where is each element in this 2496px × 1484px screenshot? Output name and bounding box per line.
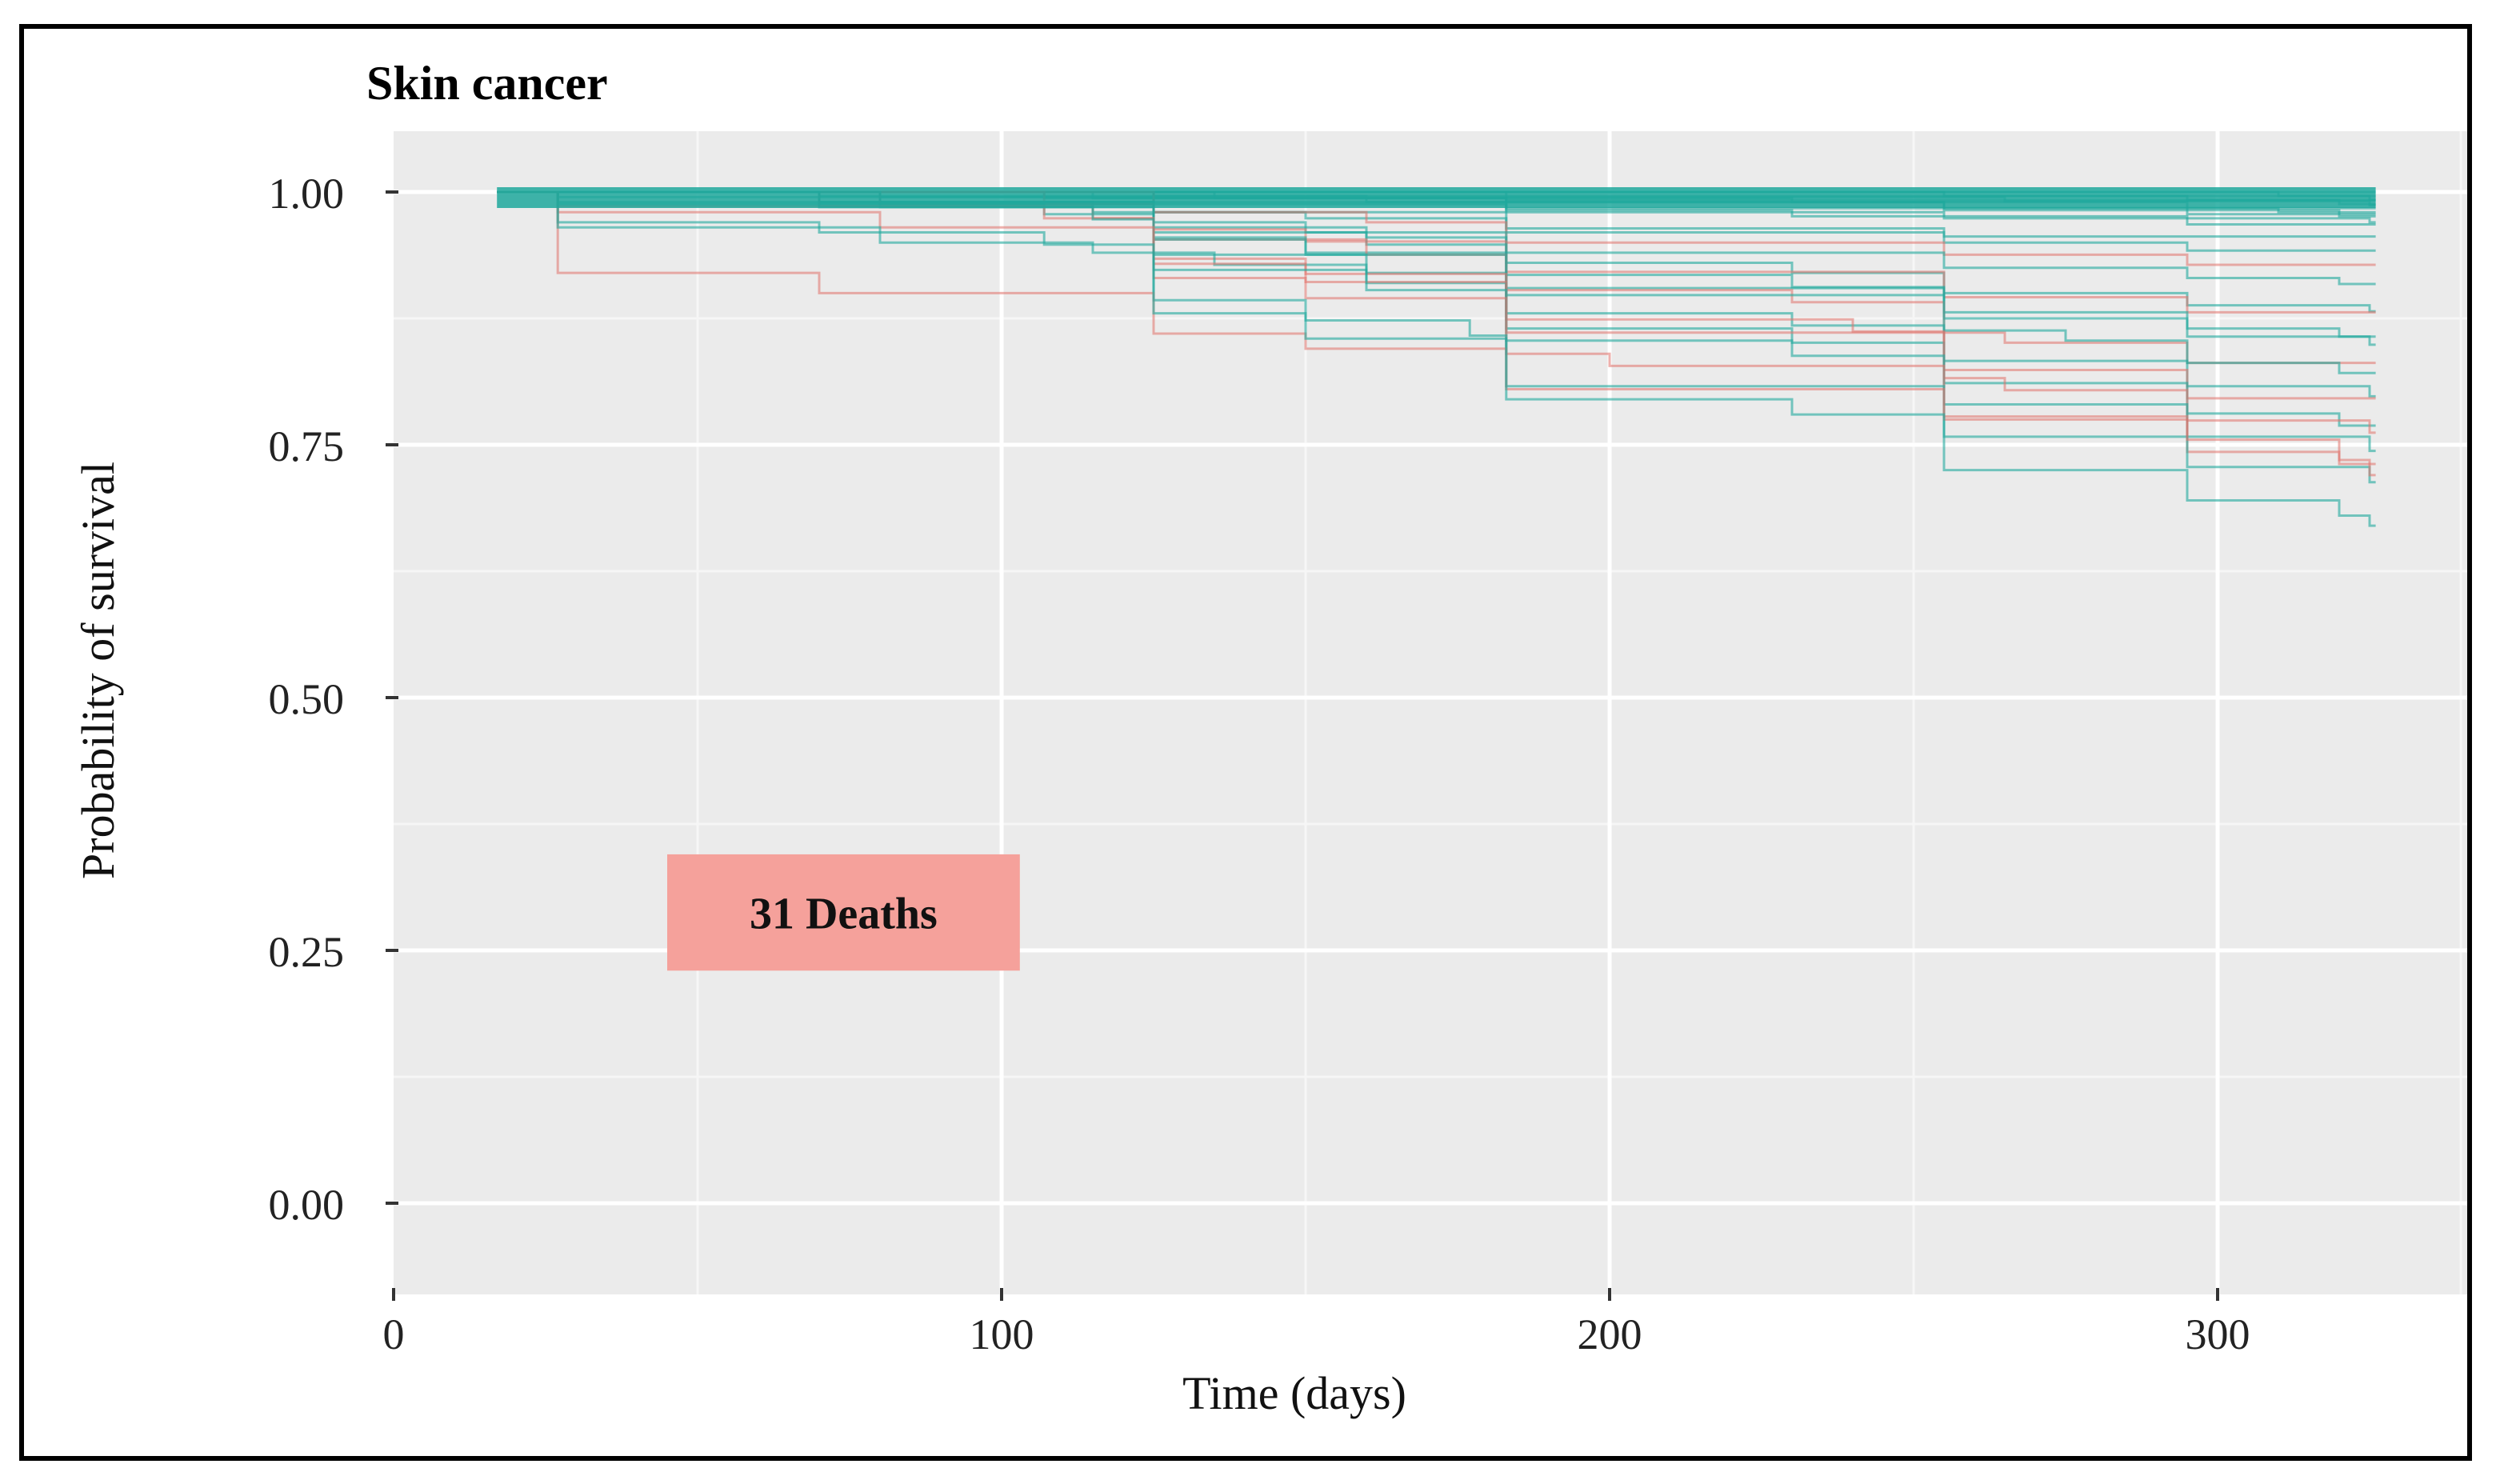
- x-axis-title: Time (days): [1182, 1367, 1406, 1419]
- y-tick-label: 0.00: [269, 1181, 345, 1229]
- y-tick-label: 0.75: [269, 422, 345, 470]
- x-tick-label: 0: [383, 1310, 405, 1358]
- figure-frame: Skin cancer 31 Deaths 0.00 0.25 0.50 0.75 1.…: [19, 24, 2472, 1461]
- survival-band-top: [497, 187, 2376, 208]
- x-tick-label: 300: [2186, 1310, 2250, 1358]
- y-tick-label: 1.00: [269, 170, 345, 218]
- deaths-annotation-box: [667, 854, 1020, 971]
- y-axis-ticks: 0.00 0.25 0.50 0.75 1.00: [269, 170, 398, 1229]
- x-axis-ticks: 0 100 200 300: [383, 1288, 2250, 1358]
- survival-curves: [497, 187, 2376, 527]
- plot-panel: [394, 131, 2467, 1294]
- y-tick-label: 0.50: [269, 675, 345, 723]
- y-tick-label: 0.25: [269, 928, 345, 976]
- chart-title: Skin cancer: [366, 57, 608, 110]
- survival-chart: Skin cancer 31 Deaths 0.00 0.25 0.50 0.75 1.…: [72, 57, 2467, 1419]
- survival-curve-31: [497, 190, 2376, 527]
- deaths-annotation-label: 31 Deaths: [750, 890, 938, 939]
- x-tick-label: 200: [1578, 1310, 1642, 1358]
- y-axis-title: Probability of survival: [72, 462, 124, 879]
- x-tick-label: 100: [970, 1310, 1034, 1358]
